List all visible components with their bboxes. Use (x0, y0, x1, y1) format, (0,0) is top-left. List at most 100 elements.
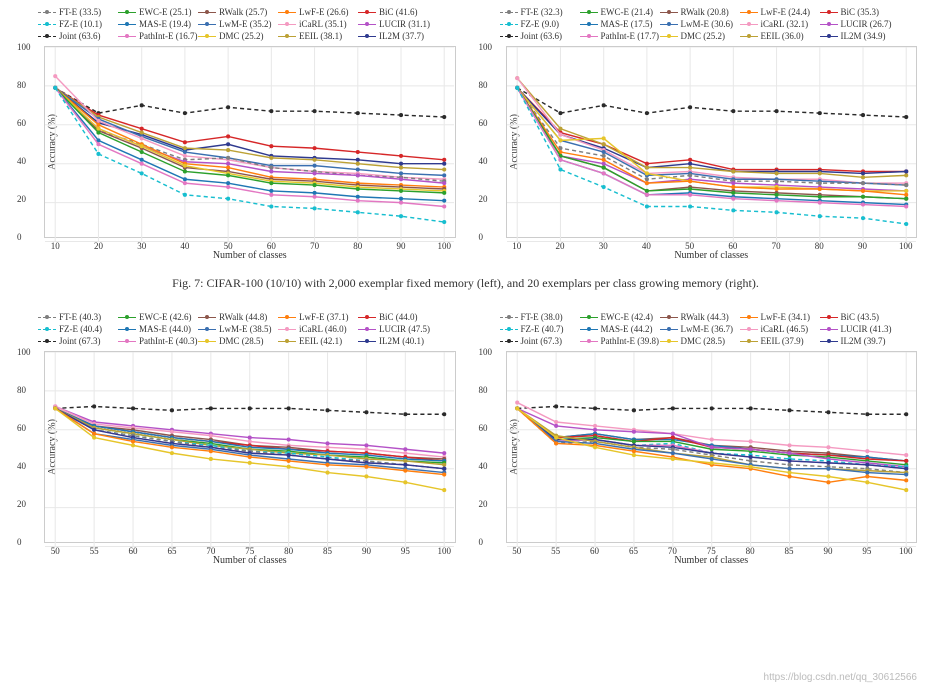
data-marker (140, 131, 144, 135)
x-tick: 55 (551, 546, 560, 556)
legend-item: BiC (43.5) (820, 312, 900, 322)
x-tick: 50 (685, 241, 694, 251)
legend-item: MAS-E (19.4) (118, 19, 198, 29)
data-marker (731, 169, 735, 173)
data-marker (226, 162, 230, 166)
data-marker (748, 447, 752, 451)
legend-item: EWC-E (42.6) (118, 312, 198, 322)
panel-1: FT-E (32.3)EWC-E (21.4)RWalk (20.8)LwF-E… (470, 4, 924, 266)
y-tick: 80 (479, 385, 488, 395)
data-marker (865, 480, 869, 484)
legend-marker (580, 341, 598, 342)
data-marker (325, 408, 329, 412)
data-marker (601, 166, 605, 170)
data-marker (774, 199, 778, 203)
data-marker (356, 195, 360, 199)
data-marker (904, 488, 908, 492)
data-marker (209, 449, 213, 453)
data-marker (558, 132, 562, 136)
data-marker (688, 158, 692, 162)
data-marker (269, 204, 273, 208)
legend-marker (278, 329, 296, 330)
data-marker (269, 169, 273, 173)
legend-marker (278, 341, 296, 342)
legend-marker (580, 317, 598, 318)
legend-marker (820, 12, 838, 13)
data-marker (601, 103, 605, 107)
legend-marker (38, 24, 56, 25)
legend-label: PathInt-E (16.7) (139, 31, 198, 41)
data-marker (96, 131, 100, 135)
data-marker (709, 437, 713, 441)
data-marker (860, 202, 864, 206)
data-marker (209, 457, 213, 461)
x-tick: 30 (137, 241, 146, 251)
plot-svg (45, 47, 454, 242)
legend-item: FT-E (32.3) (500, 7, 580, 17)
data-marker (554, 436, 558, 440)
data-marker (96, 123, 100, 127)
data-marker (731, 197, 735, 201)
data-marker (554, 424, 558, 428)
data-marker (226, 142, 230, 146)
data-marker (904, 193, 908, 197)
legend-label: LwM-E (30.6) (681, 19, 734, 29)
data-marker (601, 158, 605, 162)
data-marker (731, 208, 735, 212)
data-marker (92, 432, 96, 436)
data-marker (442, 472, 446, 476)
y-tick: 40 (479, 461, 488, 471)
data-marker (904, 173, 908, 177)
data-marker (817, 214, 821, 218)
y-tick: 40 (17, 461, 26, 471)
legend-marker (198, 36, 216, 37)
data-marker (269, 166, 273, 170)
x-tick: 80 (284, 546, 293, 556)
data-marker (904, 412, 908, 416)
x-tick: 40 (642, 241, 651, 251)
data-marker (817, 201, 821, 205)
legend-marker (580, 329, 598, 330)
legend-label: LUCIR (31.1) (379, 19, 430, 29)
data-marker (269, 109, 273, 113)
x-tick: 30 (599, 241, 608, 251)
data-marker (865, 412, 869, 416)
data-marker (731, 109, 735, 113)
data-marker (515, 86, 519, 90)
legend-item: DMC (28.5) (198, 336, 278, 346)
legend-label: FZ-E (10.1) (59, 19, 102, 29)
x-tick: 65 (629, 546, 638, 556)
x-axis-label: Number of classes (213, 555, 287, 566)
data-marker (860, 181, 864, 185)
legend-item: BiC (35.3) (820, 7, 900, 17)
plot-area: Accuracy (%)Number of classes02040608010… (44, 351, 456, 543)
data-marker (442, 173, 446, 177)
data-marker (558, 111, 562, 115)
data-marker (904, 222, 908, 226)
data-marker (554, 441, 558, 445)
data-marker (601, 154, 605, 158)
legend-item: LwF-E (34.1) (740, 312, 820, 322)
x-tick: 70 (772, 241, 781, 251)
data-marker (96, 119, 100, 123)
legend-label: EEIL (37.9) (761, 336, 804, 346)
data-marker (183, 177, 187, 181)
legend-marker (660, 24, 678, 25)
row-bottom: FT-E (40.3)EWC-E (42.6)RWalk (44.8)LwF-E… (0, 305, 931, 575)
data-marker (226, 173, 230, 177)
data-marker (399, 113, 403, 117)
legend-item: MAS-E (44.0) (118, 324, 198, 334)
legend-label: PathInt-E (17.7) (601, 31, 660, 41)
legend-item: LwF-E (24.4) (740, 7, 820, 17)
y-tick: 0 (17, 232, 22, 242)
legend-label: DMC (28.5) (681, 336, 726, 346)
data-marker (183, 164, 187, 168)
data-marker (787, 459, 791, 463)
y-tick: 40 (17, 156, 26, 166)
legend-item: RWalk (44.8) (198, 312, 278, 322)
data-marker (709, 461, 713, 465)
data-marker (787, 463, 791, 467)
data-marker (865, 463, 869, 467)
x-axis-label: Number of classes (674, 250, 748, 261)
data-marker (53, 74, 57, 78)
